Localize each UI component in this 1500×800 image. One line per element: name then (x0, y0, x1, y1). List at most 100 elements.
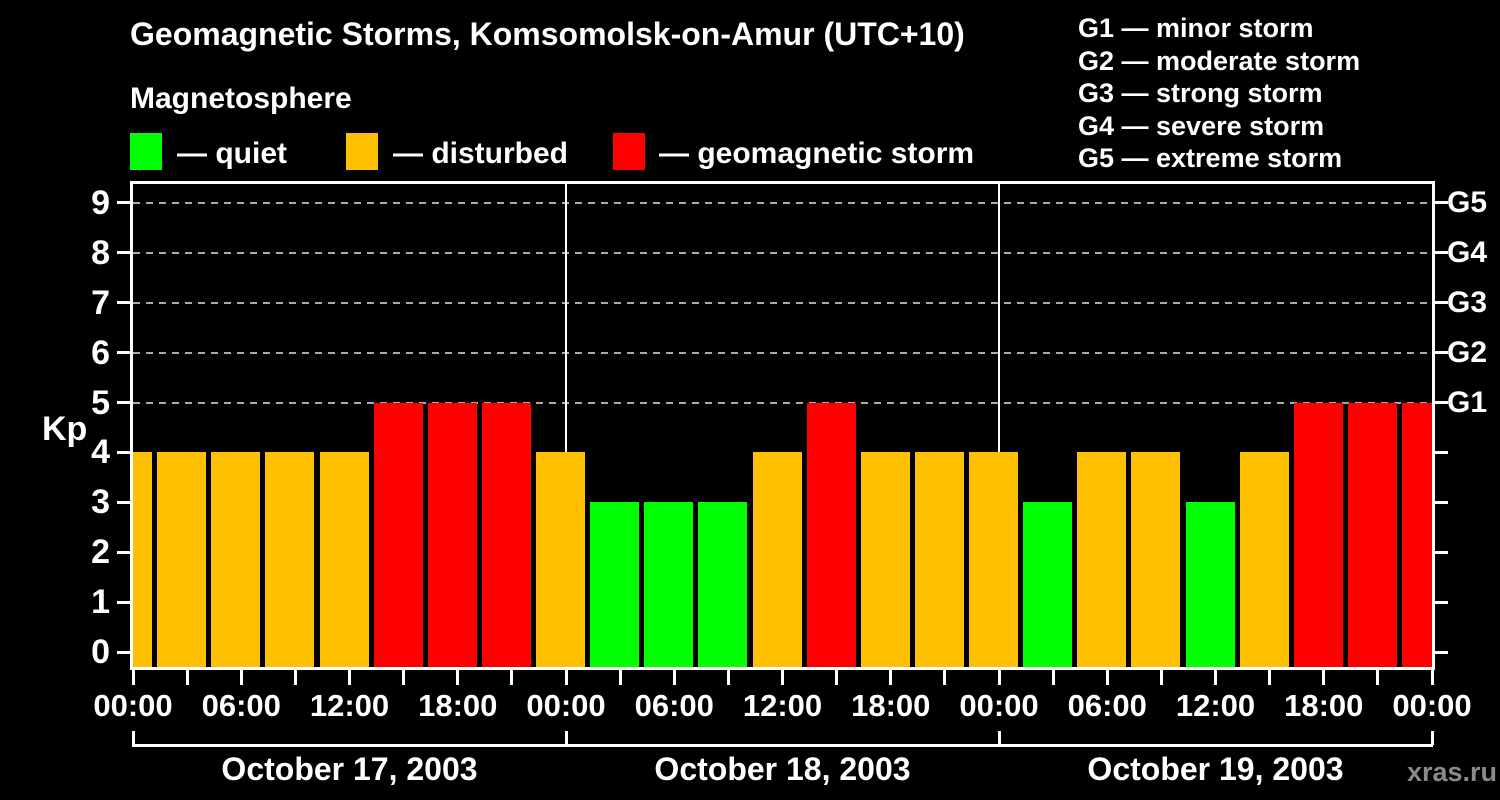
legend-swatch-storm (613, 133, 645, 170)
y-tick-right (1435, 401, 1448, 404)
g-scale-legend-item-g1: G1 — minor storm (1078, 13, 1314, 43)
x-tick (239, 670, 243, 685)
x-axis-time-label-6: 12:00 (742, 688, 823, 723)
kp-bar-17 (1023, 502, 1073, 667)
kp-bar-6 (427, 402, 477, 667)
date-bracket-tick (1430, 731, 1434, 745)
x-tick (1051, 670, 1055, 685)
y-tick-left (117, 600, 130, 604)
y-tick-left (117, 650, 130, 654)
kp-bar-8 (536, 452, 585, 667)
kp-bar-0 (133, 452, 152, 667)
y-tick-right (1435, 251, 1448, 255)
g-scale-legend-item-g2: G2 — moderate storm (1078, 45, 1361, 76)
x-tick (1214, 670, 1217, 685)
legend-swatch-disturbed (346, 133, 378, 170)
y-tick-left (117, 500, 130, 504)
kp-bar-21 (1239, 452, 1289, 667)
y-axis-label-9: 9 (91, 183, 110, 222)
day-boundary-line (998, 184, 1000, 667)
x-tick (835, 670, 839, 685)
watermark: xras.ru (1406, 757, 1497, 787)
x-axis-time-label-11: 18:00 (1284, 688, 1364, 723)
legend-label-quiet: — quiet (177, 137, 287, 170)
kp-bar-2 (211, 452, 261, 667)
x-axis-time-label-4: 00:00 (526, 688, 606, 723)
kp-bar-23 (1347, 402, 1397, 667)
right-axis-label-g2: G2 (1447, 335, 1488, 369)
g-scale-legend-item-g5: G5 — extreme storm (1078, 143, 1343, 174)
y-axis-label-2: 2 (91, 533, 110, 572)
gridline-kp6 (133, 351, 1432, 354)
x-axis-time-label-12: 00:00 (1392, 688, 1472, 723)
y-tick-right (1435, 500, 1448, 504)
right-axis-label-g1: G1 (1447, 385, 1488, 419)
kp-bar-24 (1402, 402, 1432, 667)
kp-bar-22 (1293, 402, 1343, 667)
y-tick-left (117, 401, 130, 404)
legend-label-disturbed: — disturbed (393, 137, 569, 170)
x-tick (781, 670, 784, 685)
right-axis-label-g5: G5 (1447, 185, 1488, 219)
kp-bar-12 (752, 452, 802, 667)
y-axis-label-7: 7 (91, 283, 110, 322)
x-tick (1430, 670, 1434, 685)
x-tick (564, 670, 568, 685)
x-axis-time-label-3: 18:00 (418, 688, 498, 723)
x-tick (1159, 670, 1163, 685)
date-label-1: October 18, 2003 (654, 751, 911, 787)
y-tick-left (117, 201, 130, 205)
x-tick (889, 670, 893, 685)
kp-bar-5 (373, 402, 423, 667)
y-tick-left (117, 550, 130, 554)
x-tick (185, 670, 189, 685)
x-tick (348, 670, 351, 685)
y-axis-title-kp: Kp (42, 410, 88, 448)
date-bracket-tick (564, 731, 568, 745)
kp-bar-3 (265, 452, 315, 667)
right-axis-label-g3: G3 (1447, 285, 1488, 319)
y-axis-label-1: 1 (91, 583, 110, 622)
x-tick (293, 670, 297, 685)
chart-subtitle: Magnetosphere (130, 82, 352, 115)
x-axis-time-label-9: 06:00 (1067, 688, 1147, 723)
x-tick (997, 670, 1001, 685)
kp-bar-19 (1131, 452, 1181, 667)
chart-title: Geomagnetic Storms, Komsomolsk-on-Amur (… (130, 16, 965, 52)
y-tick-right (1435, 550, 1448, 554)
x-tick (1376, 670, 1380, 685)
x-tick (726, 670, 730, 685)
y-tick-right (1435, 650, 1448, 654)
y-tick-right (1435, 600, 1448, 604)
kp-bar-20 (1185, 502, 1235, 667)
x-axis-time-label-2: 12:00 (309, 688, 390, 723)
kp-bar-18 (1077, 452, 1127, 667)
y-axis-label-5: 5 (91, 383, 110, 422)
kp-bar-11 (698, 502, 748, 667)
x-axis-time-label-5: 06:00 (634, 688, 714, 723)
y-axis-label-3: 3 (91, 483, 110, 522)
kp-bar-9 (590, 502, 640, 667)
gridline-kp9 (133, 201, 1432, 204)
x-tick (1105, 670, 1109, 685)
x-tick (1268, 670, 1272, 685)
date-bracket-tick (131, 731, 135, 745)
y-tick-left (117, 450, 130, 454)
y-tick-right (1435, 450, 1448, 454)
y-axis-label-4: 4 (91, 433, 110, 472)
kp-bar-14 (860, 452, 910, 667)
gridline-kp7 (133, 301, 1432, 304)
x-axis-time-label-7: 18:00 (851, 688, 931, 723)
x-tick (456, 670, 460, 685)
kp-bar-13 (806, 402, 856, 667)
y-tick-left (117, 301, 130, 305)
gridline-kp5 (133, 401, 1432, 404)
legend-label-storm: — geomagnetic storm (659, 137, 975, 170)
day-boundary-line (565, 184, 567, 667)
date-bracket-tick (997, 731, 1001, 745)
x-tick (1322, 670, 1326, 685)
right-axis-label-g4: G4 (1447, 235, 1488, 269)
x-tick (618, 670, 622, 685)
date-label-0: October 17, 2003 (221, 751, 478, 787)
